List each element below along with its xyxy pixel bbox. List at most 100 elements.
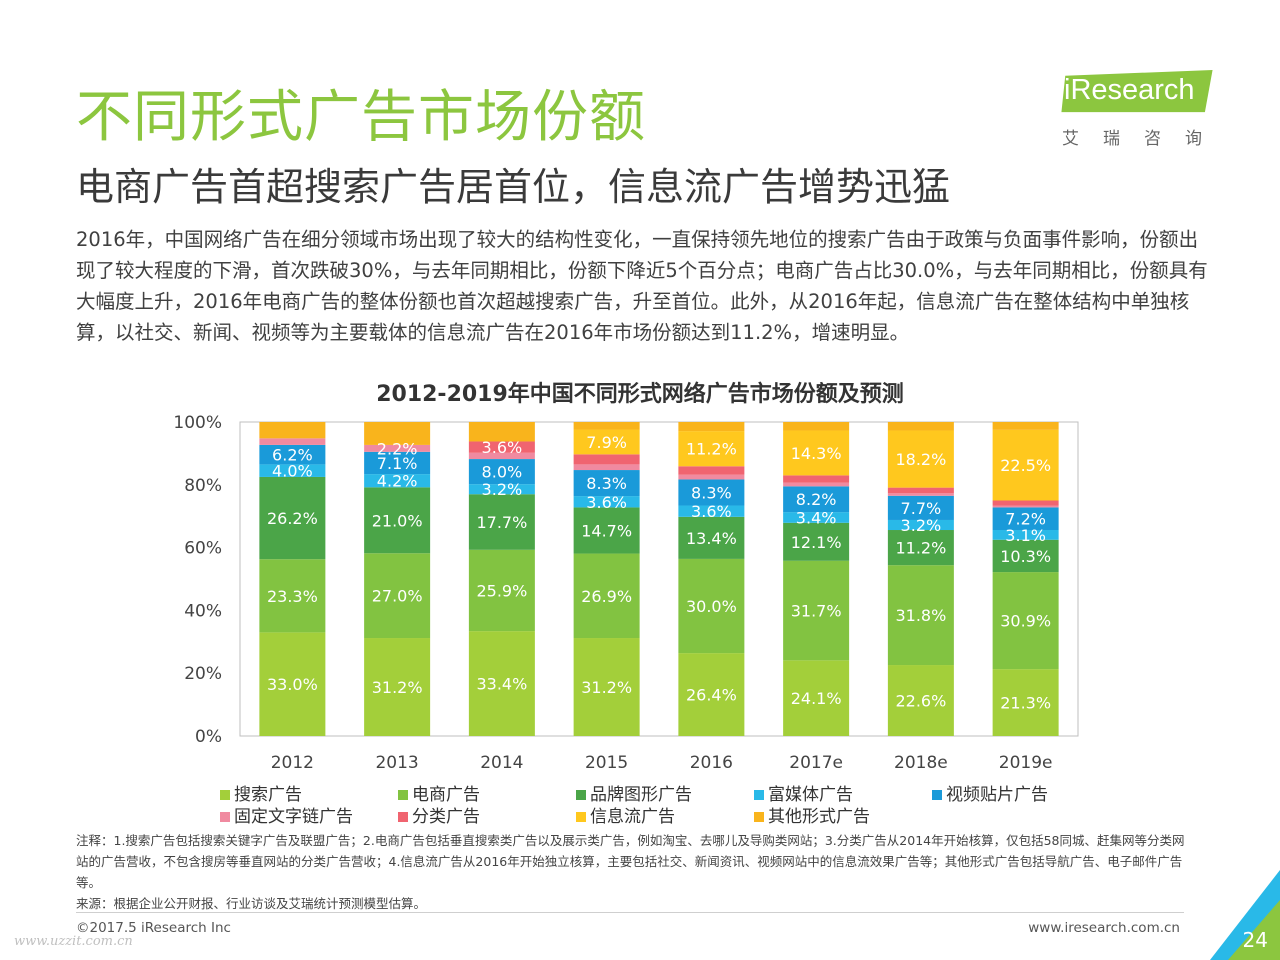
chart-notes: 注释：1.搜索广告包括搜索关键字广告及联盟广告；2.电商广告包括垂直搜索类广告以… bbox=[76, 830, 1186, 914]
bar-segment-ecommerce bbox=[678, 558, 745, 654]
copyright-text: ©2017.5 iResearch Inc bbox=[76, 920, 231, 936]
page-title: 不同形式广告市场份额 bbox=[76, 85, 646, 150]
bar-segment-brand_graphic bbox=[678, 516, 745, 559]
data-label: 23.3% bbox=[267, 587, 318, 606]
bar-segment-rich_media bbox=[468, 484, 535, 495]
bar-segment-info_feed bbox=[678, 431, 745, 467]
bar-segment-info_feed bbox=[573, 429, 640, 455]
bar-segment-fixed_text_link bbox=[573, 464, 640, 471]
x-tick-label: 2017e bbox=[789, 753, 843, 773]
bar-segment-brand_graphic bbox=[992, 539, 1059, 573]
data-label: 3.6% bbox=[482, 438, 523, 457]
data-label: 31.2% bbox=[581, 678, 632, 697]
data-label: 3.6% bbox=[691, 502, 732, 521]
x-tick-label: 2016 bbox=[690, 753, 733, 773]
data-label: 22.5% bbox=[1000, 456, 1051, 475]
legend-label: 固定文字链广告 bbox=[234, 807, 353, 827]
bar-segment-info_feed bbox=[887, 430, 954, 488]
data-label: 13.4% bbox=[686, 529, 737, 548]
data-label: 7.9% bbox=[586, 433, 627, 452]
page-subtitle: 电商广告首超搜索广告居首位，信息流广告增势迅猛 bbox=[76, 165, 951, 209]
legend-item-video_patch: 视频贴片广告 bbox=[932, 780, 1048, 805]
bar-segment-other bbox=[678, 422, 745, 432]
bar-segment-fixed_text_link bbox=[783, 482, 850, 487]
bar-segment-brand_graphic bbox=[783, 522, 850, 561]
bar-segment-rich_media bbox=[259, 464, 326, 477]
data-label: 11.2% bbox=[895, 539, 946, 558]
legend-item-search: 搜索广告 bbox=[220, 780, 302, 805]
data-label: 3.1% bbox=[1005, 526, 1046, 545]
data-label: 26.2% bbox=[267, 509, 318, 528]
legend-label: 搜索广告 bbox=[234, 785, 302, 805]
data-label: 12.1% bbox=[791, 533, 842, 552]
bar-segment-video_patch bbox=[992, 507, 1059, 531]
bar-segment-video_patch bbox=[573, 470, 640, 497]
data-label: 3.2% bbox=[482, 480, 523, 499]
bar-segment-fixed_text_link bbox=[259, 438, 326, 445]
legend-swatch bbox=[398, 790, 408, 800]
legend-label: 信息流广告 bbox=[590, 807, 675, 827]
data-label: 30.0% bbox=[686, 597, 737, 616]
data-label: 26.9% bbox=[581, 587, 632, 606]
legend-label: 视频贴片广告 bbox=[946, 785, 1048, 805]
data-label: 31.7% bbox=[791, 602, 842, 621]
bar-segment-ecommerce bbox=[992, 572, 1059, 670]
bar-segment-video_patch bbox=[364, 451, 431, 475]
data-label: 31.2% bbox=[372, 678, 423, 697]
bar-segment-rich_media bbox=[364, 474, 431, 488]
data-label: 7.2% bbox=[1005, 510, 1046, 529]
legend-item-classified: 分类广告 bbox=[398, 802, 480, 827]
source-text: 来源：根据企业公开财报、行业访谈及艾瑞统计预测模型估算。 bbox=[76, 896, 427, 911]
bar-segment-fixed_text_link bbox=[364, 444, 431, 452]
legend-label: 其他形式广告 bbox=[768, 807, 870, 827]
data-label: 14.7% bbox=[581, 521, 632, 540]
logo-badge-icon bbox=[1061, 70, 1213, 113]
iresearch-logo: iResearch 艾瑞咨询 bbox=[1058, 68, 1218, 149]
y-tick-label: 80% bbox=[184, 476, 222, 496]
data-label: 14.3% bbox=[791, 444, 842, 463]
bar-segment-other bbox=[259, 422, 326, 439]
legend-label: 品牌图形广告 bbox=[590, 785, 692, 805]
bar-segment-rich_media bbox=[992, 530, 1059, 540]
bar-segment-brand_graphic bbox=[364, 487, 431, 554]
data-label: 25.9% bbox=[476, 581, 527, 600]
bar-segment-search bbox=[783, 660, 850, 736]
bar-segment-other bbox=[573, 422, 640, 430]
data-label: 18.2% bbox=[895, 450, 946, 469]
bar-segment-info_feed bbox=[783, 430, 850, 476]
bar-segment-search bbox=[259, 632, 326, 736]
legend-swatch bbox=[576, 790, 586, 800]
bar-segment-rich_media bbox=[573, 496, 640, 508]
bar-segment-classified bbox=[783, 475, 850, 483]
data-label: 3.6% bbox=[586, 493, 627, 512]
x-tick-label: 2015 bbox=[585, 753, 628, 773]
legend-item-ecommerce: 电商广告 bbox=[398, 780, 480, 805]
bar-segment-classified bbox=[468, 441, 535, 453]
data-label: 8.3% bbox=[586, 474, 627, 493]
bar-segment-fixed_text_link bbox=[887, 493, 954, 496]
bar-segment-rich_media bbox=[783, 512, 850, 523]
bar-segment-ecommerce bbox=[887, 565, 954, 666]
stacked-bar-chart: 0% 20% 40% 60% 80% 100% 33.0% 23.3% 26.2% 4.0%6.2… bbox=[173, 413, 1079, 773]
page-number: 24 bbox=[1242, 928, 1268, 952]
summary-paragraph: 2016年，中国网络广告在细分领域市场出现了较大的结构性变化，一直保持领先地位的… bbox=[76, 228, 1208, 344]
x-tick-label: 2018e bbox=[894, 753, 948, 773]
bar-segment-rich_media bbox=[887, 519, 954, 531]
bar-segment-search bbox=[992, 669, 1059, 736]
bar-segment-video_patch bbox=[678, 479, 745, 506]
bar-segment-video_patch bbox=[887, 495, 954, 520]
y-tick-label: 20% bbox=[184, 664, 222, 684]
bar-segment-other bbox=[887, 422, 954, 431]
bar-segment-ecommerce bbox=[783, 560, 850, 661]
data-label: 33.4% bbox=[476, 675, 527, 694]
y-tick-label: 100% bbox=[173, 413, 222, 433]
website-text: www.iresearch.com.cn bbox=[1028, 920, 1180, 936]
data-label: 21.3% bbox=[1000, 694, 1051, 713]
y-tick-label: 40% bbox=[184, 601, 222, 621]
bar-segment-classified bbox=[678, 466, 745, 475]
bar-segment-fixed_text_link bbox=[992, 505, 1059, 508]
data-label: 7.1% bbox=[377, 454, 418, 473]
data-label: 8.0% bbox=[482, 463, 523, 482]
legend-swatch bbox=[754, 790, 764, 800]
bar-segment-other bbox=[783, 422, 850, 431]
